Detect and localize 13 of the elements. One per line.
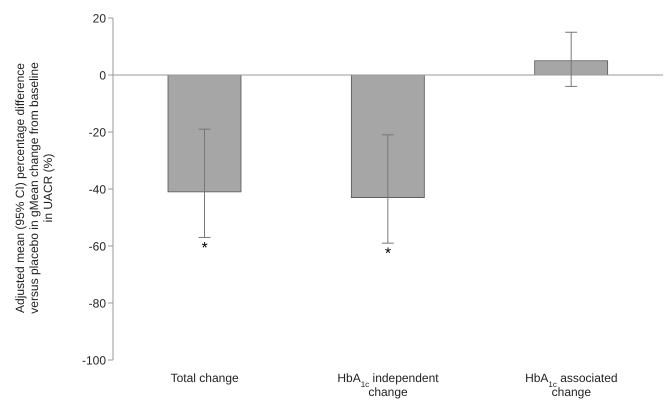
y-tick-label: -20 (88, 125, 106, 140)
annotation: * (202, 240, 208, 257)
y-tick-label: 0 (99, 68, 106, 82)
x-tick-label: Total change (170, 371, 240, 385)
y-tick-label: -100 (82, 353, 106, 368)
y-tick-label: -60 (88, 239, 106, 254)
y-tick-label: -40 (88, 182, 106, 196)
y-tick-label: -80 (88, 296, 106, 310)
y-tick-label: 20 (92, 11, 106, 26)
y-axis-title: Adjusted mean (95% CI) percentage difference versus placebo in gMean change from baseline in UACR (%) (13, 62, 55, 314)
annotation: * (384, 246, 392, 263)
x-tick-label: HbA$_{1c}$ associated change (525, 371, 618, 399)
x-tick-label: HbA$_{1c}$ independent change (337, 371, 440, 399)
